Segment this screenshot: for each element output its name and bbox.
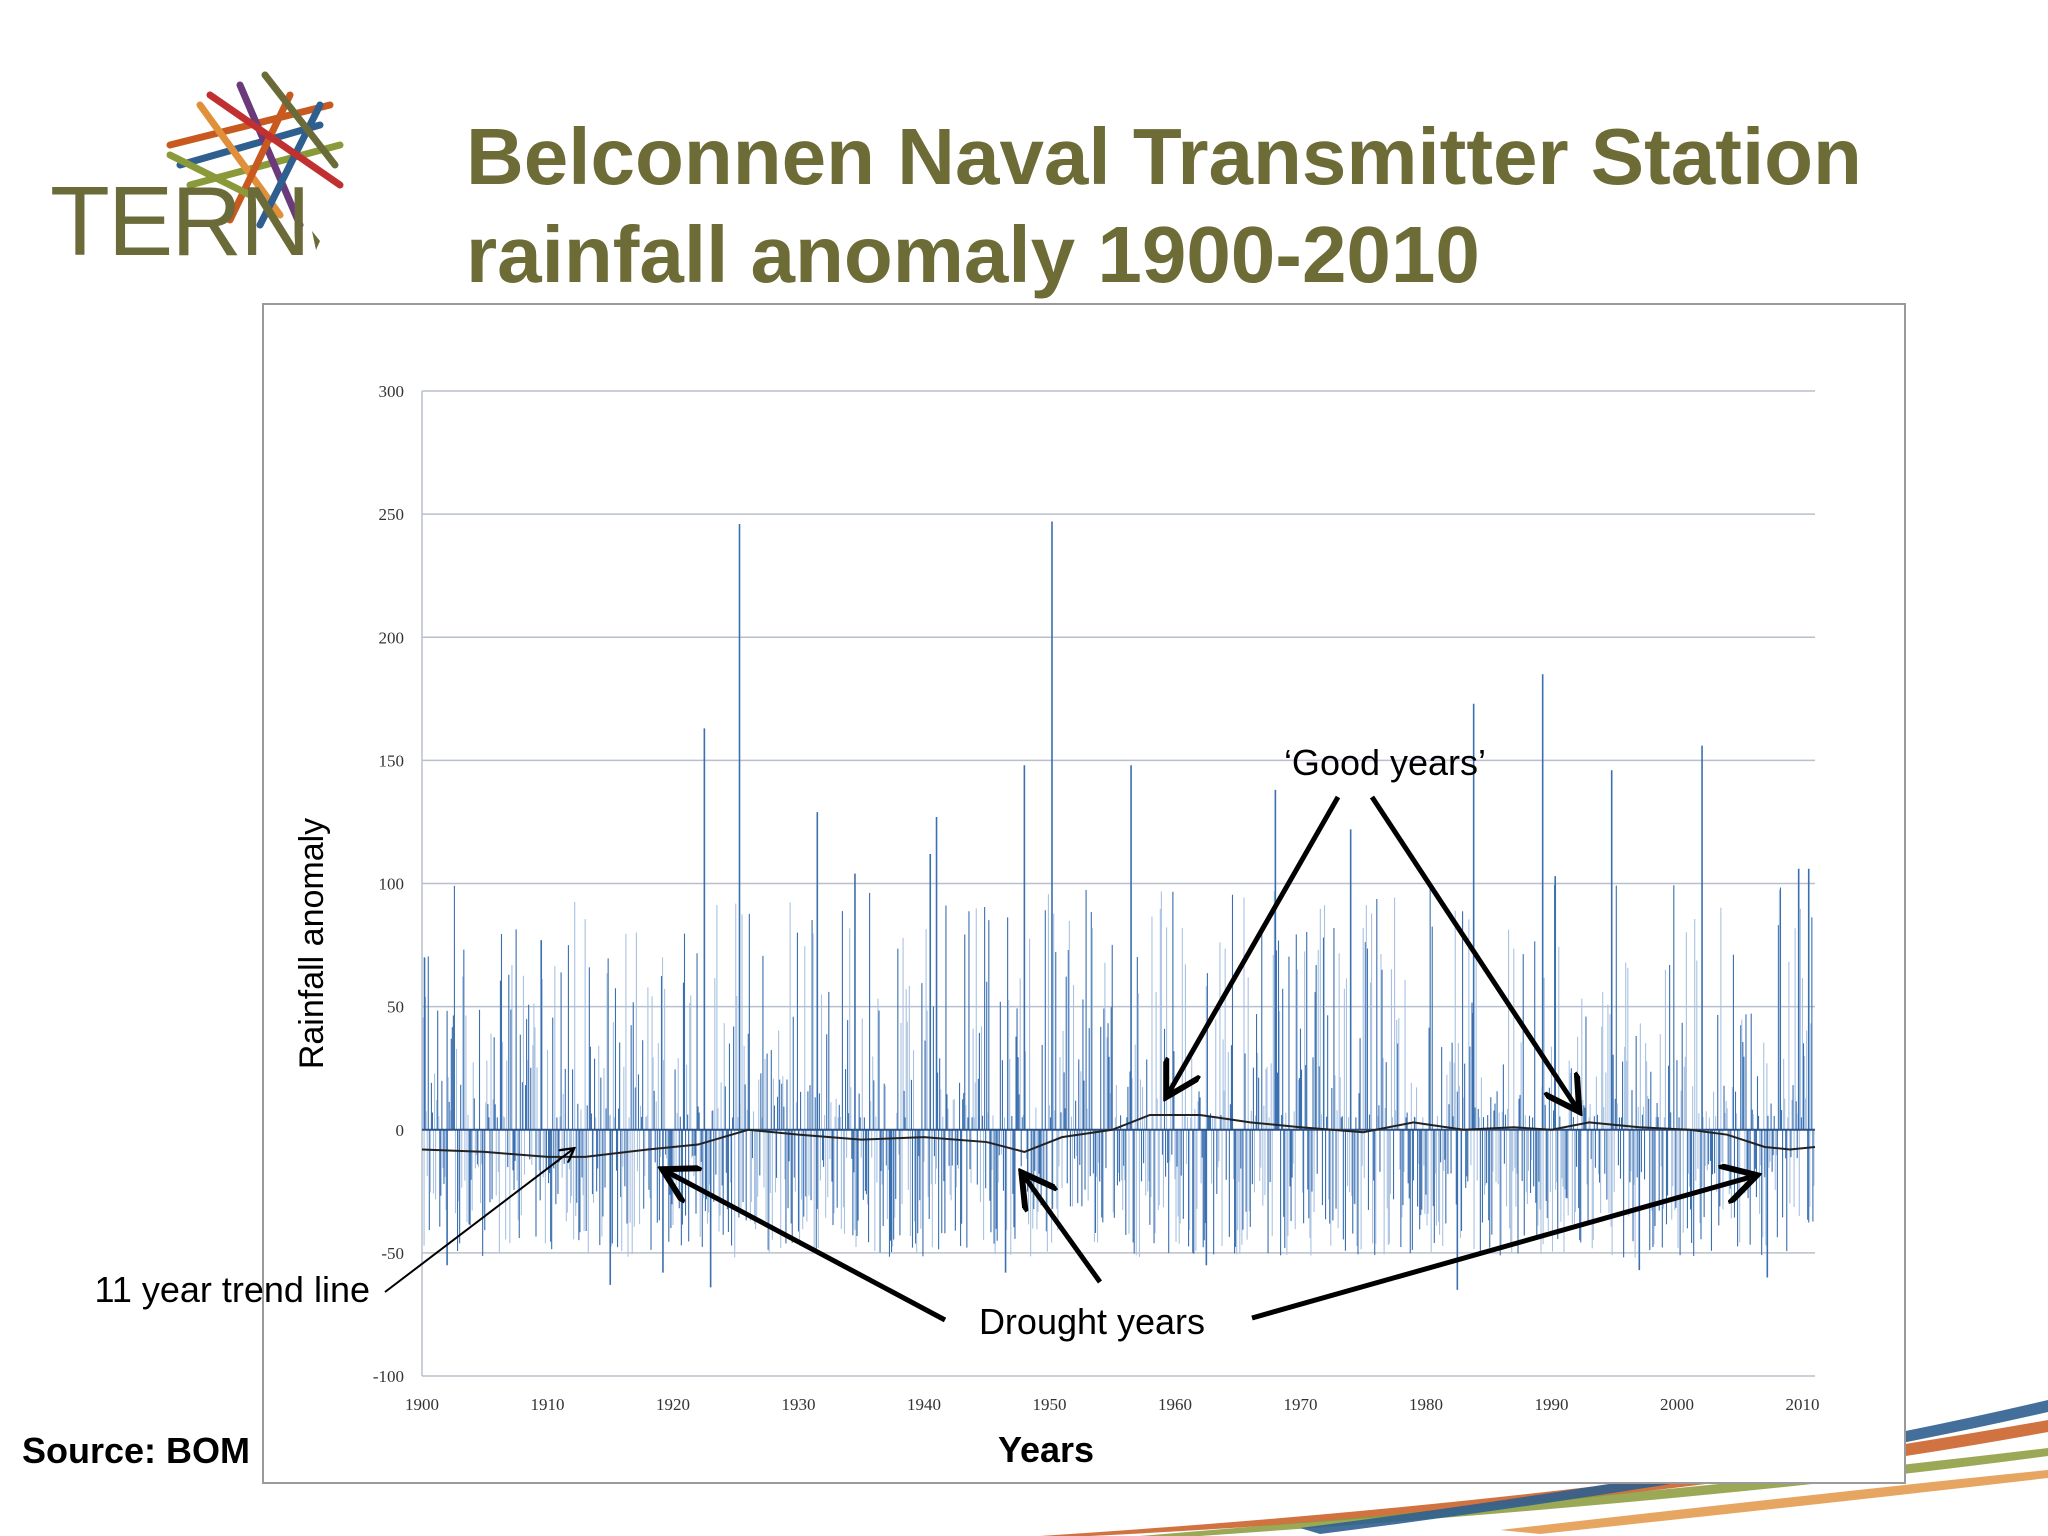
source-credit: Source: BOM xyxy=(22,1430,251,1471)
x-tick-label: 1920 xyxy=(656,1395,690,1414)
trend-line-label: 11 year trend line xyxy=(94,1269,370,1310)
y-tick-labels: 300 250 200 150 100 50 0 -50 -100 xyxy=(373,382,404,1386)
x-tick-label: 1940 xyxy=(907,1395,941,1414)
good-years-arrow xyxy=(1169,795,1341,1093)
y-axis-label: Rainfall anomaly xyxy=(293,818,331,1069)
y-tick-label: 250 xyxy=(379,505,405,524)
y-tick-label: -50 xyxy=(381,1244,404,1263)
drought-years-arrow xyxy=(1024,1177,1103,1284)
y-tick-label: 0 xyxy=(396,1121,405,1140)
anomaly-bars xyxy=(421,521,1815,1290)
x-tick-label: 1950 xyxy=(1032,1395,1066,1414)
y-tick-label: 150 xyxy=(379,751,405,770)
drought-years-arrow xyxy=(1251,1177,1752,1321)
x-tick-label: 2010 xyxy=(1785,1395,1819,1414)
good-years-label: ‘Good years’ xyxy=(1284,742,1486,783)
x-tick-label: 1960 xyxy=(1158,1395,1192,1414)
y-tick-label: 300 xyxy=(379,382,405,401)
x-tick-label: 1980 xyxy=(1409,1395,1443,1414)
x-tick-label: 1930 xyxy=(781,1395,815,1414)
x-tick-label: 1910 xyxy=(530,1395,564,1414)
logo-text: TERN xyxy=(50,166,311,276)
y-tick-label: 50 xyxy=(387,998,404,1017)
good-years-arrow xyxy=(1369,795,1577,1108)
drought-years-label: Drought years xyxy=(979,1301,1205,1342)
x-tick-label: 1900 xyxy=(405,1395,439,1414)
y-tick-label: 200 xyxy=(379,628,405,647)
title-line-2: rainfall anomaly 1900-2010 xyxy=(466,210,1480,299)
grid-lines xyxy=(421,390,1815,1377)
title-line-1: Belconnen Naval Transmitter Station xyxy=(466,112,1862,201)
annotations: ‘Good years’ Drought years 11 year trend l… xyxy=(94,742,1752,1342)
x-tick-label: 1990 xyxy=(1534,1395,1568,1414)
x-axis-label: Years xyxy=(998,1429,1094,1470)
y-tick-label: -100 xyxy=(373,1367,404,1386)
x-tick-label: 1970 xyxy=(1283,1395,1317,1414)
x-tick-label: 2000 xyxy=(1660,1395,1694,1414)
slide-title: Belconnen Naval Transmitter Station rain… xyxy=(466,108,1966,304)
x-tick-labels: 1900 1910 1920 1930 1940 1950 1960 1970 1980 1990… xyxy=(405,1395,1819,1414)
y-tick-label: 100 xyxy=(379,875,405,894)
drought-years-arrow xyxy=(667,1172,947,1323)
trend-line-arrow xyxy=(384,1149,573,1293)
tern-logo xyxy=(40,45,360,275)
trend-line xyxy=(421,1113,1816,1158)
australia-map-icon xyxy=(166,71,344,250)
chart-frame xyxy=(262,303,1906,1484)
